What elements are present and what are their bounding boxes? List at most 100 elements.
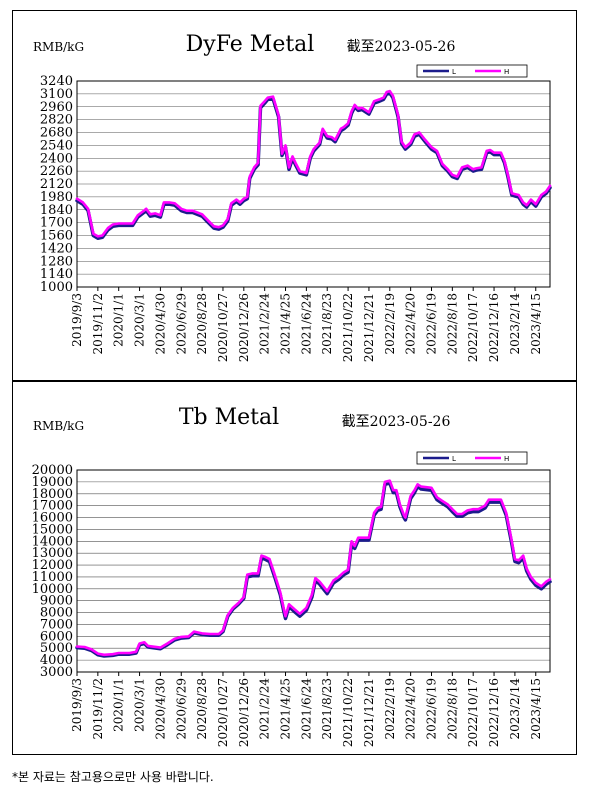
series-line-h (75, 89, 552, 238)
y-tick-label: 12000 (32, 558, 73, 573)
x-tick-label: 2020/3/1 (133, 293, 147, 347)
x-tick-label: 2022/6/19 (424, 678, 438, 740)
x-tick-label: 2019/11/2 (91, 293, 105, 355)
y-tick-label: 20000 (32, 463, 73, 478)
series-line-l (75, 91, 552, 241)
x-tick-label: 2020/1/1 (112, 678, 126, 732)
x-tick-label: 2020/6/29 (174, 293, 188, 355)
series-line-h (75, 479, 552, 657)
y-axis-label: RMB/kG (33, 40, 84, 54)
y-tick-label: 2400 (40, 151, 73, 166)
x-tick-label: 2021/12/21 (362, 678, 376, 747)
x-tick-label: 2020/10/27 (216, 293, 230, 362)
x-tick-label: 2023/4/15 (529, 678, 543, 740)
y-tick-label: 2120 (40, 177, 73, 192)
x-tick-label: 2022/8/18 (445, 293, 459, 355)
chart-title: Tb Metal (179, 405, 279, 430)
y-tick-label: 15000 (32, 522, 73, 537)
y-tick-label: 14000 (32, 534, 73, 549)
y-tick-label: 1420 (40, 241, 73, 256)
plot-area-frame (76, 469, 551, 673)
x-tick-label: 2020/8/28 (195, 678, 209, 740)
y-tick-label: 2820 (40, 113, 73, 128)
x-tick-label: 2022/12/16 (487, 293, 501, 362)
x-tick-label: 2020/12/26 (237, 293, 251, 362)
y-tick-label: 1980 (40, 190, 73, 205)
y-tick-label: 1840 (40, 203, 73, 218)
y-tick-label: 19000 (32, 475, 73, 490)
x-tick-label: 2021/2/24 (258, 293, 272, 355)
x-tick-label: 2022/4/20 (404, 678, 418, 740)
x-tick-label: 2020/10/27 (216, 678, 230, 747)
x-tick-label: 2023/4/15 (529, 293, 543, 355)
y-tick-label: 2260 (40, 164, 73, 179)
y-tick-label: 1560 (40, 229, 73, 244)
y-tick-label: 8000 (40, 606, 73, 621)
x-tick-label: 2020/12/26 (237, 678, 251, 747)
y-tick-label: 3240 (40, 74, 73, 89)
y-tick-label: 6000 (40, 629, 73, 644)
x-tick-label: 2020/3/1 (133, 678, 147, 732)
y-tick-label: 9000 (40, 594, 73, 609)
dyfe-metal-chart: RMB/kG DyFe Metal 截至2023-05-26 100011401280… (33, 32, 552, 362)
x-tick-label: 2021/4/25 (279, 293, 293, 355)
x-tick-label: 2021/8/23 (320, 678, 334, 740)
y-tick-label: 3000 (40, 665, 73, 680)
x-tick-label: 2021/12/21 (362, 293, 376, 362)
x-tick-label: 2022/2/19 (383, 293, 397, 355)
y-tick-label: 18000 (32, 487, 73, 502)
x-tick-label: 2020/4/30 (153, 293, 167, 355)
x-tick-label: 2021/6/24 (299, 678, 313, 740)
x-tick-label: 2019/9/3 (70, 293, 84, 347)
y-tick-label: 2960 (40, 100, 73, 115)
x-tick-label: 2021/4/25 (279, 678, 293, 740)
x-tick-label: 2019/11/2 (91, 678, 105, 740)
plot-area-frame (76, 80, 551, 288)
dyfe-metal-chart-panel: RMB/kG DyFe Metal 截至2023-05-26 1000 1140 1280… (12, 10, 577, 381)
legend-box (416, 64, 528, 78)
x-tick-label: 2020/8/28 (195, 293, 209, 355)
legend-label-l: L (452, 455, 456, 463)
x-tick-label: 2022/12/16 (487, 678, 501, 747)
y-tick-label: 2680 (40, 126, 73, 141)
x-tick-label: 2023/2/14 (508, 293, 522, 355)
y-tick-label: 11000 (32, 570, 73, 585)
x-tick-label: 2021/8/23 (320, 293, 334, 355)
x-tick-label: 2020/4/30 (153, 678, 167, 740)
y-tick-label: 13000 (32, 546, 73, 561)
x-tick-label: 2021/10/22 (341, 293, 355, 362)
y-tick-label: 1140 (40, 267, 73, 282)
chart-title: DyFe Metal (186, 32, 315, 57)
x-tick-label: 2022/2/19 (383, 678, 397, 740)
y-tick-label: 1000 (40, 280, 73, 295)
y-tick-label: 5000 (40, 641, 73, 656)
legend-box (416, 451, 528, 465)
x-tick-label: 2022/10/17 (466, 293, 480, 362)
legend-label-h: H (504, 68, 509, 76)
tb-metal-chart-panel: RMB/kG Tb Metal 截至2023-05-26 3000 4000 5000 60… (12, 381, 577, 755)
x-tick-label: 2023/2/14 (508, 678, 522, 740)
legend-label-l: L (452, 68, 456, 76)
x-tick-label: 2022/4/20 (404, 293, 418, 355)
y-tick-label: 1700 (40, 216, 73, 231)
x-tick-label: 2022/8/18 (445, 678, 459, 740)
legend-label-h: H (504, 455, 509, 463)
y-tick-label: 17000 (32, 499, 73, 514)
x-tick-label: 2019/9/3 (70, 678, 84, 732)
y-axis-label: RMB/kG (33, 419, 84, 433)
y-tick-label: 10000 (32, 582, 73, 597)
x-tick-label: 2020/1/1 (112, 293, 126, 347)
x-tick-label: 2020/6/29 (174, 678, 188, 740)
y-tick-label: 7000 (40, 617, 73, 632)
x-tick-label: 2021/6/24 (299, 293, 313, 355)
y-tick-label: 2540 (40, 138, 73, 153)
y-tick-label: 4000 (40, 653, 73, 668)
x-tick-label: 2022/10/17 (466, 678, 480, 747)
y-tick-label: 1280 (40, 254, 73, 269)
x-tick-label: 2021/2/24 (258, 678, 272, 740)
x-tick-label: 2021/10/22 (341, 678, 355, 747)
chart-subtitle: 截至2023-05-26 (342, 414, 451, 430)
y-tick-label: 16000 (32, 511, 73, 526)
chart-subtitle: 截至2023-05-26 (347, 39, 456, 55)
x-tick-label: 2022/6/19 (424, 293, 438, 355)
